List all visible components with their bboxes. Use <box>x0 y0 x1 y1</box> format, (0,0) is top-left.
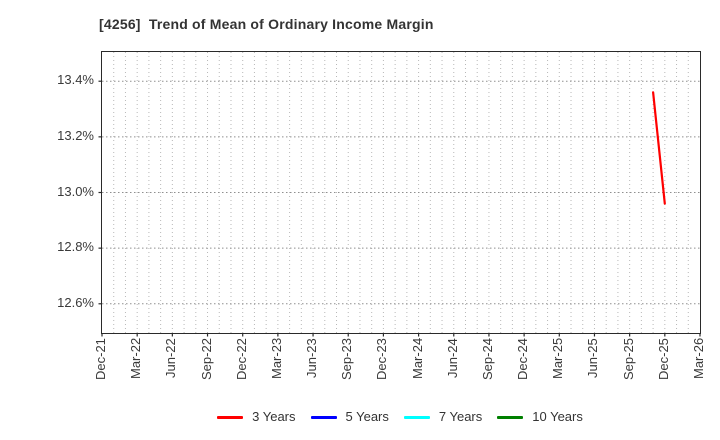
x-tick-label: Mar-24 <box>409 338 425 380</box>
legend: 3 Years 5 Years 7 Years 10 Years <box>101 408 699 426</box>
x-tick-label: Mar-26 <box>691 338 706 380</box>
x-tick-label: Dec-23 <box>374 338 390 380</box>
series-line-3-years <box>651 91 666 205</box>
legend-swatch <box>310 415 337 419</box>
x-tick-label: Sep-22 <box>198 338 214 380</box>
x-tick-label: Jun-23 <box>304 338 320 378</box>
x-tick-label: Mar-22 <box>128 338 144 380</box>
x-tick-label: Sep-25 <box>620 338 636 380</box>
x-tick-label: Mar-23 <box>268 338 284 380</box>
x-tick-label: Dec-24 <box>515 338 531 380</box>
x-tick-label: Jun-25 <box>585 338 601 378</box>
x-tick-label: Dec-25 <box>655 338 671 380</box>
legend-label: 3 Years <box>252 409 296 424</box>
plot-canvas <box>98 52 701 337</box>
y-tick-label: 13.2% <box>57 127 94 143</box>
y-tick-label: 13.4% <box>57 72 94 88</box>
legend-item-10-years: 10 Years <box>497 409 583 425</box>
x-tick-label: Jun-22 <box>163 338 179 378</box>
legend-swatch <box>497 415 524 419</box>
y-tick-label: 12.6% <box>57 294 94 310</box>
legend-label: 10 Years <box>532 409 583 424</box>
x-tick-label: Mar-25 <box>550 338 566 380</box>
y-tick-label: 12.8% <box>57 239 94 255</box>
y-tick-label: 13.0% <box>57 183 94 199</box>
legend-label: 5 Years <box>345 409 389 424</box>
x-tick-label: Dec-22 <box>233 338 249 380</box>
legend-swatch <box>403 415 430 419</box>
legend-swatch <box>217 415 244 419</box>
plot-area <box>98 51 701 337</box>
chart-title: [4256] Trend of Mean of Ordinary Income … <box>99 16 434 32</box>
x-tick-label: Sep-24 <box>479 338 495 380</box>
x-tick-label: Sep-23 <box>339 338 355 380</box>
legend-item-5-years: 5 Years <box>310 409 389 425</box>
x-tick-label: Jun-24 <box>444 338 460 378</box>
x-tick-label: Dec-21 <box>93 338 108 380</box>
legend-label: 7 Years <box>438 409 483 424</box>
legend-item-7-years: 7 Years <box>403 409 483 425</box>
legend-item-3-years: 3 Years <box>217 409 296 425</box>
